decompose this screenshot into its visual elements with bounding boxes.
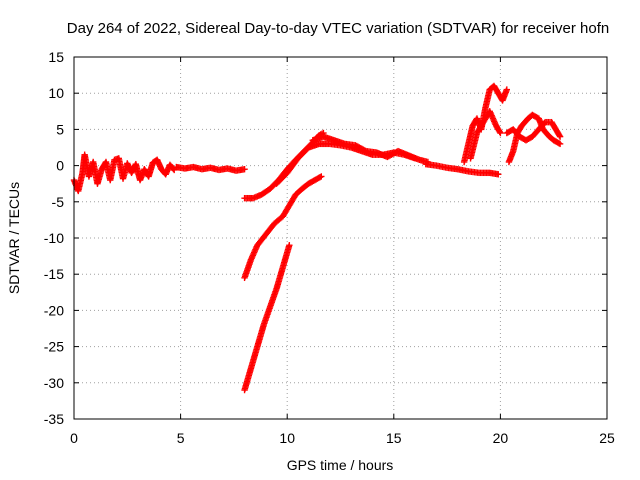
y-tick-label: -25 [44, 339, 64, 355]
y-tick-label: -10 [44, 230, 64, 246]
data-point [503, 86, 510, 93]
data-point [497, 129, 504, 137]
data-point [316, 173, 324, 181]
plot-frame [73, 56, 608, 420]
data-points [70, 82, 564, 394]
y-tick-label: -5 [52, 194, 65, 210]
data-point [495, 171, 502, 178]
y-tick-label: -15 [44, 266, 64, 282]
data-point [556, 132, 563, 139]
x-axis-label: GPS time / hours [287, 457, 394, 473]
grid [74, 57, 607, 419]
y-tick-label: 0 [56, 158, 64, 174]
data-point [555, 139, 563, 147]
x-tick-label: 5 [177, 430, 185, 446]
axis-ticks: 0 5 10 15 20 25 15 10 5 0 -5 -10 -15 -20 -25 -30 -35 [44, 49, 615, 446]
y-tick-label: -20 [44, 302, 64, 318]
data-point [556, 140, 564, 148]
data-point [361, 147, 368, 154]
y-tick-label: 10 [48, 85, 64, 101]
x-tick-label: 20 [493, 430, 509, 446]
data-point [318, 173, 325, 180]
x-tick-label: 25 [599, 430, 615, 446]
x-tick-label: 10 [279, 430, 295, 446]
data-point [496, 128, 503, 136]
y-tick-label: 5 [56, 121, 64, 137]
y-tick-label: -30 [44, 375, 64, 391]
data-point [286, 242, 293, 249]
y-tick-label: -35 [44, 411, 64, 427]
data-point [241, 166, 248, 173]
chart-title: Day 264 of 2022, Sidereal Day-to-day VTE… [67, 20, 609, 37]
y-tick-label: 15 [48, 49, 64, 65]
x-tick-label: 15 [386, 430, 402, 446]
data-point [556, 133, 564, 140]
y-axis-label: SDTVAR / TECUs [6, 182, 22, 294]
x-tick-label: 0 [70, 430, 78, 446]
